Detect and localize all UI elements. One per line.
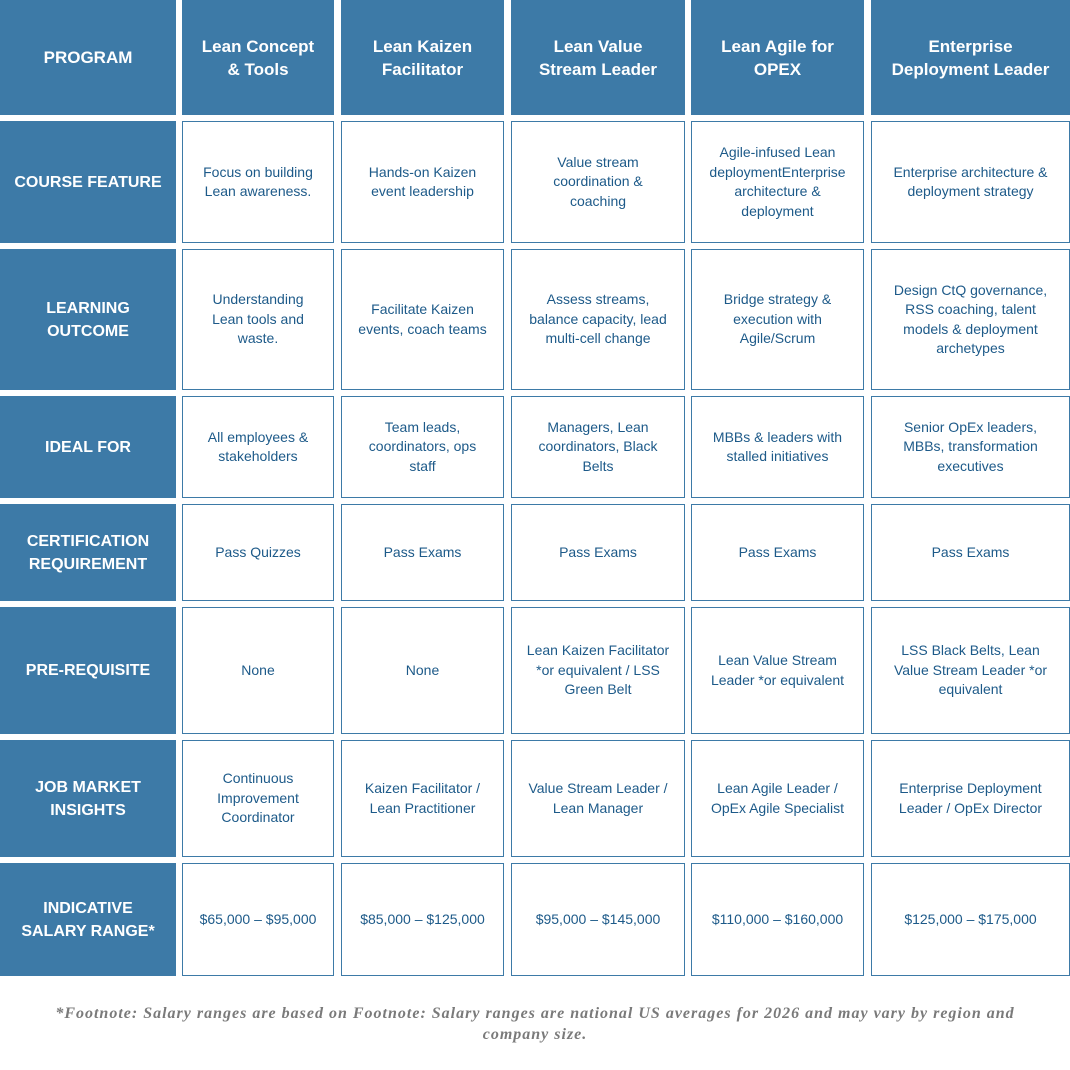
table-cell: Kaizen Facilitator / Lean Practitioner [341,740,504,857]
table-cell: Lean Kaizen Facilitator *or equivalent /… [511,607,685,734]
table-cell: Pass Exams [341,504,504,601]
footnote: *Footnote: Salary ranges are based on Fo… [55,1005,1015,1043]
row-label: JOB MARKET INSIGHTS [0,740,176,857]
header-cell: Lean Value Stream Leader [511,0,685,115]
row-label: PRE-REQUISITE [0,607,176,734]
table-cell: All employees & stakeholders [182,396,334,498]
table-cell: Lean Value Stream Leader *or equivalent [691,607,864,734]
table-cell: Continuous Improvement Coordinator [182,740,334,857]
table-cell: Lean Agile Leader / OpEx Agile Specialis… [691,740,864,857]
table-cell: Pass Exams [871,504,1070,601]
table-cell: Hands-on Kaizen event leadership [341,121,504,243]
table-cell: Pass Exams [511,504,685,601]
header-cell: Lean Concept & Tools [182,0,334,115]
table-cell: Enterprise architecture & deployment str… [871,121,1070,243]
table-cell: Design CtQ governance, RSS coaching, tal… [871,249,1070,390]
table-cell: Enterprise Deployment Leader / OpEx Dire… [871,740,1070,857]
table-cell: MBBs & leaders with stalled initiatives [691,396,864,498]
row-label: CERTIFICATION REQUIREMENT [0,504,176,601]
table-cell: Understanding Lean tools and waste. [182,249,334,390]
table-cell: Assess streams, balance capacity, lead m… [511,249,685,390]
row-label: LEARNING OUTCOME [0,249,176,390]
table-cell: Agile-infused Lean deploymentEnterprise … [691,121,864,243]
table-cell: Value Stream Leader / Lean Manager [511,740,685,857]
table-cell: Facilitate Kaizen events, coach teams [341,249,504,390]
table-cell: $125,000 – $175,000 [871,863,1070,976]
header-cell: PROGRAM [0,0,176,115]
row-label: COURSE FEATURE [0,121,176,243]
header-cell: Lean Kaizen Facilitator [341,0,504,115]
table-cell: Pass Quizzes [182,504,334,601]
table-cell: None [341,607,504,734]
table-cell: Senior OpEx leaders, MBBs, transformatio… [871,396,1070,498]
row-label: INDICATIVE SALARY RANGE* [0,863,176,976]
table-cell: None [182,607,334,734]
header-cell: Enterprise Deployment Leader [871,0,1070,115]
table-cell: LSS Black Belts, Lean Value Stream Leade… [871,607,1070,734]
table-cell: Pass Exams [691,504,864,601]
header-cell: Lean Agile for OPEX [691,0,864,115]
table-cell: $95,000 – $145,000 [511,863,685,976]
table-cell: Value stream coordination & coaching [511,121,685,243]
table-cell: $85,000 – $125,000 [341,863,504,976]
table-cell: $65,000 – $95,000 [182,863,334,976]
row-label: IDEAL FOR [0,396,176,498]
table-cell: Managers, Lean coordinators, Black Belts [511,396,685,498]
table-cell: Bridge strategy & execution with Agile/S… [691,249,864,390]
table-cell: Team leads, coordinators, ops staff [341,396,504,498]
table-cell: $110,000 – $160,000 [691,863,864,976]
table-cell: Focus on building Lean awareness. [182,121,334,243]
